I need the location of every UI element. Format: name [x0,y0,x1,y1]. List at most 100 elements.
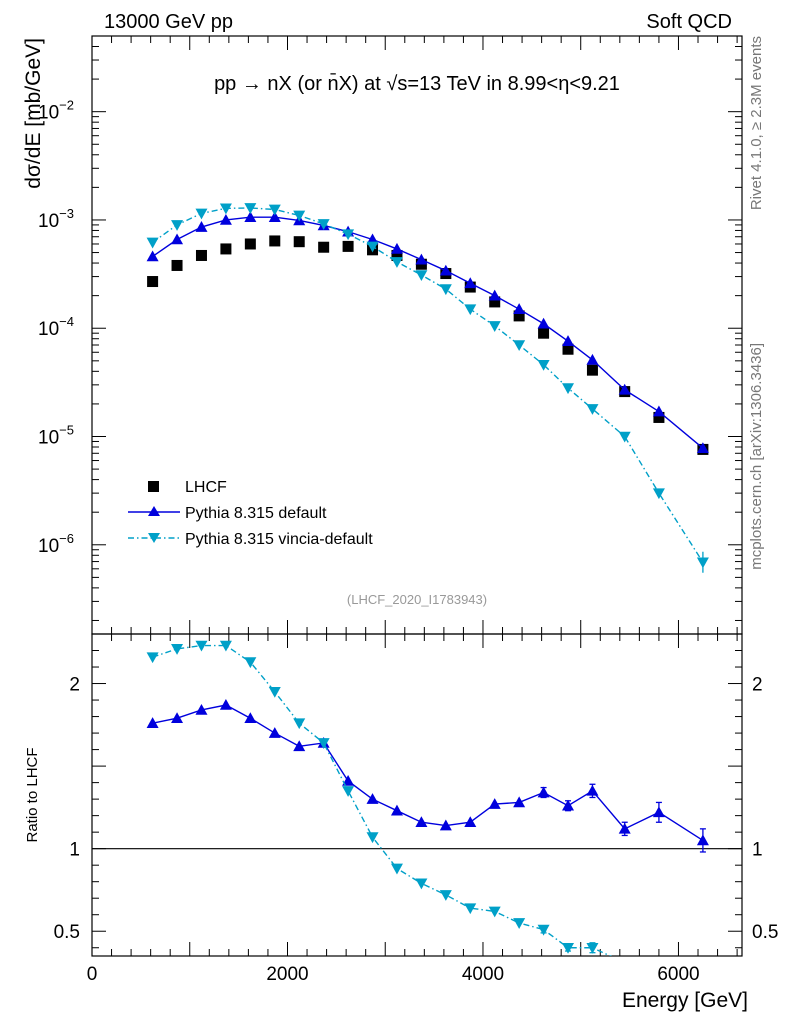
y-tick-label-exponent: −6 [59,531,74,546]
x-tick-label: 0 [87,964,98,985]
vincia-point [366,241,379,253]
default-point [146,250,159,262]
vincia-point [652,488,665,500]
y-tick-label: 10−4 [38,314,74,340]
default-point [439,264,452,276]
default-point [488,289,501,301]
vincia-point [317,219,330,230]
lhcf-data-point [171,259,183,271]
ratio-tick-label-right: 1 [752,840,763,861]
vincia-ratio-point [464,903,477,915]
default-point [171,233,184,245]
y-tick-label-exponent: −2 [59,98,74,113]
mcplots-label: mcplots.cern.ch [arXiv:1306.3436] [748,343,765,570]
y-axis-label: dσ/dE [mb/GeV] [22,38,45,189]
legend-marker-vincia [148,533,160,543]
ratio-tick-label-right: 2 [752,675,763,696]
vincia-point [562,383,575,395]
default-point [513,303,526,314]
vincia-ratio-point [317,738,330,749]
vincia-ratio-point [293,718,306,730]
default-point [244,211,257,223]
vincia-ratio-point [171,644,184,655]
default-point [268,211,281,223]
default-point [696,442,709,453]
default-ratio-point [537,786,550,798]
y-tick-label-exponent: −3 [59,206,74,221]
ratio-tick-label-right: 0.5 [752,922,778,943]
vincia-point [219,203,232,215]
default-ratio-point [415,816,428,828]
default-point [464,277,477,289]
vincia-ratio-point [619,958,631,969]
vincia-ratio-point [219,640,232,652]
lhcf-data-point [586,364,598,376]
legend-marker-default [148,506,160,516]
default-point [415,253,428,265]
default-ratio-point [171,712,184,724]
default-ratio-point [618,822,631,834]
vincia-ratio-point [390,863,403,875]
vincia-point [146,237,159,249]
header-left: 13000 GeV pp [104,11,233,33]
header-right: Soft QCD [646,11,732,33]
vincia-point [195,208,208,220]
legend-label-default: Pythia 8.315 default [185,505,327,522]
default-ratio-point [586,784,599,796]
y-tick-label: 10−5 [38,423,74,449]
default-point [219,213,232,225]
vincia-point [513,340,526,352]
vincia-ratio-point [195,640,208,652]
analysis-id: (LHCF_2020_I1783943) [347,592,487,607]
ratio-y-axis-label: Ratio to LHCF [24,747,41,842]
vincia-ratio-point [244,657,257,669]
lhcf-data-point [562,343,574,355]
vincia-ratio-point [439,890,452,901]
lhcf-data-point [318,241,330,253]
vincia-point [586,404,599,415]
rivet-label: Rivet 4.1.0, ≥ 2.3M events [748,36,765,210]
vincia-ratio-line [152,644,613,956]
y-tick-label-exponent: −4 [59,314,74,329]
default-ratio-point [488,798,501,809]
lhcf-data-point [269,235,281,247]
default-ratio-point [439,819,452,831]
default-ratio-point [513,796,526,808]
vincia-ratio-point [146,652,159,664]
marks-layer [146,203,709,969]
legend-label-vincia: Pythia 8.315 vincia-default [185,531,373,548]
default-point [586,353,599,365]
default-point [618,383,631,395]
default-ratio-point [652,806,665,818]
y-tick-label: 10−3 [38,206,74,232]
vincia-ratio-point [415,878,428,890]
default-point [652,405,665,417]
lhcf-data-point [653,411,665,423]
default-ratio-point [146,717,159,728]
x-axis-label: Energy [GeV] [622,989,748,1012]
lhcf-data-point [513,310,525,322]
default-series-line [152,216,704,449]
lhcf-data-point [342,240,354,252]
default-ratio-line [152,704,704,842]
default-ratio-point [562,799,575,811]
lhcf-data-point [538,327,550,339]
vincia-point [464,304,477,316]
x-tick-label: 4000 [462,964,504,985]
vincia-ratio-point [537,924,550,936]
lhcf-data-point [220,243,232,255]
default-ratio-point [342,774,355,786]
default-ratio-point [293,740,306,752]
legend-label-lhcf: LHCF [185,479,227,496]
default-ratio-point [268,727,281,738]
vincia-point [268,204,281,216]
default-ratio-point [244,712,257,724]
ratio-panel-frame [91,633,743,957]
vincia-point [342,229,355,241]
vincia-ratio-point [513,918,526,929]
lhcf-data-point [244,238,256,250]
x-tick-label: 6000 [657,964,699,985]
default-point [562,335,575,346]
vincia-point [171,220,184,231]
